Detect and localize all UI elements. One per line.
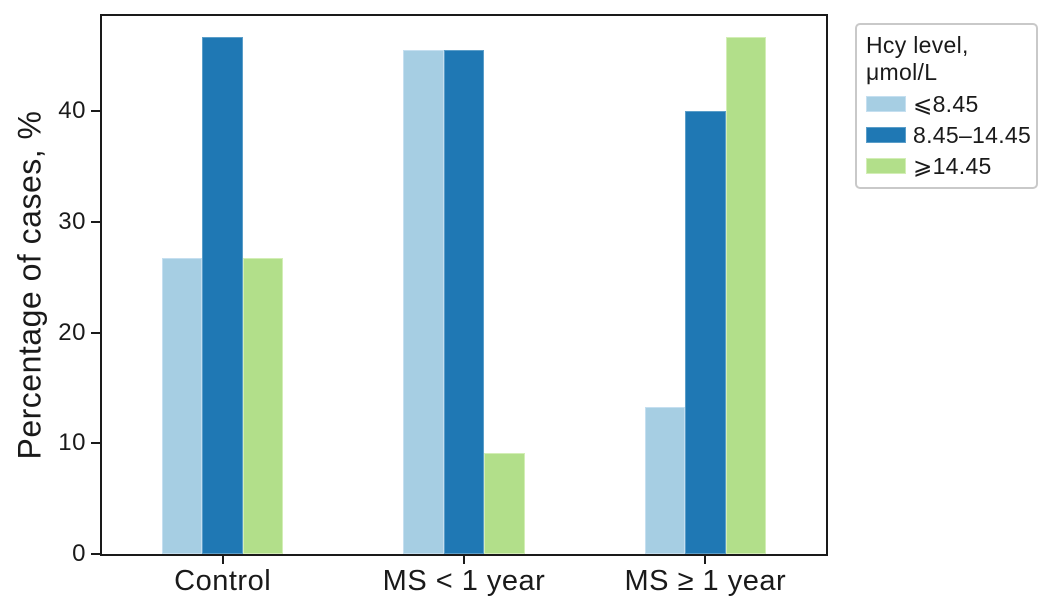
legend-entries: ⩽8.45 8.45–14.45 ⩾14.45 (866, 91, 1031, 179)
y-tick-mark-40 (91, 110, 100, 113)
x-tick-label-2: MS ≥ 1 year (624, 565, 787, 597)
y-tick-mark-0 (91, 553, 100, 555)
bar-control-series2 (242, 258, 284, 554)
y-tick-mark-30 (91, 220, 100, 223)
legend-entry-label-1: 8.45–14.45 (913, 122, 1032, 148)
legend-entry-0: ⩽8.45 (866, 91, 1026, 117)
bar-control-series1 (202, 37, 243, 554)
y-tick-label-0: 0 (72, 540, 86, 567)
legend-swatch-0 (866, 96, 906, 112)
x-tick-label-1: MS < 1 year (382, 565, 546, 597)
legend-entry-label-0: ⩽8.45 (913, 91, 979, 117)
legend-entry-2: ⩾14.45 (866, 153, 1026, 179)
y-tick-mark-20 (91, 331, 100, 334)
legend-entry-1: 8.45–14.45 (866, 122, 1031, 148)
bar-ms-1-year-series1 (443, 50, 485, 554)
y-tick-mark-10 (91, 442, 100, 445)
bar-ms-1-year-series2 (484, 453, 525, 554)
legend-swatch-1 (866, 127, 906, 143)
legend: Hcy level, μmol/L ⩽8.45 8.45–14.45 ⩾14.45 (855, 23, 1038, 189)
bars-container (102, 16, 826, 554)
x-tick-mark-0 (221, 556, 224, 564)
legend-title-line1: Hcy level, (866, 32, 969, 58)
bar-ms-1-year-series2 (725, 37, 767, 554)
legend-entry-label-2: ⩾14.45 (913, 153, 992, 179)
bar-control-series0 (161, 258, 203, 554)
y-tick-label-20: 20 (58, 318, 86, 346)
bar-ms-1-year-series1 (685, 111, 726, 554)
y-tick-label-30: 30 (58, 207, 86, 235)
bar-ms-1-year-series0 (644, 406, 686, 554)
y-tick-label-10: 10 (58, 429, 86, 457)
x-tick-mark-2 (704, 556, 707, 564)
legend-title-line2: μmol/L (866, 59, 938, 85)
plot-area (100, 14, 828, 556)
x-tick-mark-1 (463, 556, 465, 564)
legend-swatch-2 (866, 158, 906, 174)
bar-ms-1-year-series0 (403, 50, 444, 554)
x-tick-label-0: Control (174, 565, 272, 597)
y-tick-label-40: 40 (58, 97, 86, 125)
y-axis-title: Percentage of cases, % (11, 110, 48, 460)
